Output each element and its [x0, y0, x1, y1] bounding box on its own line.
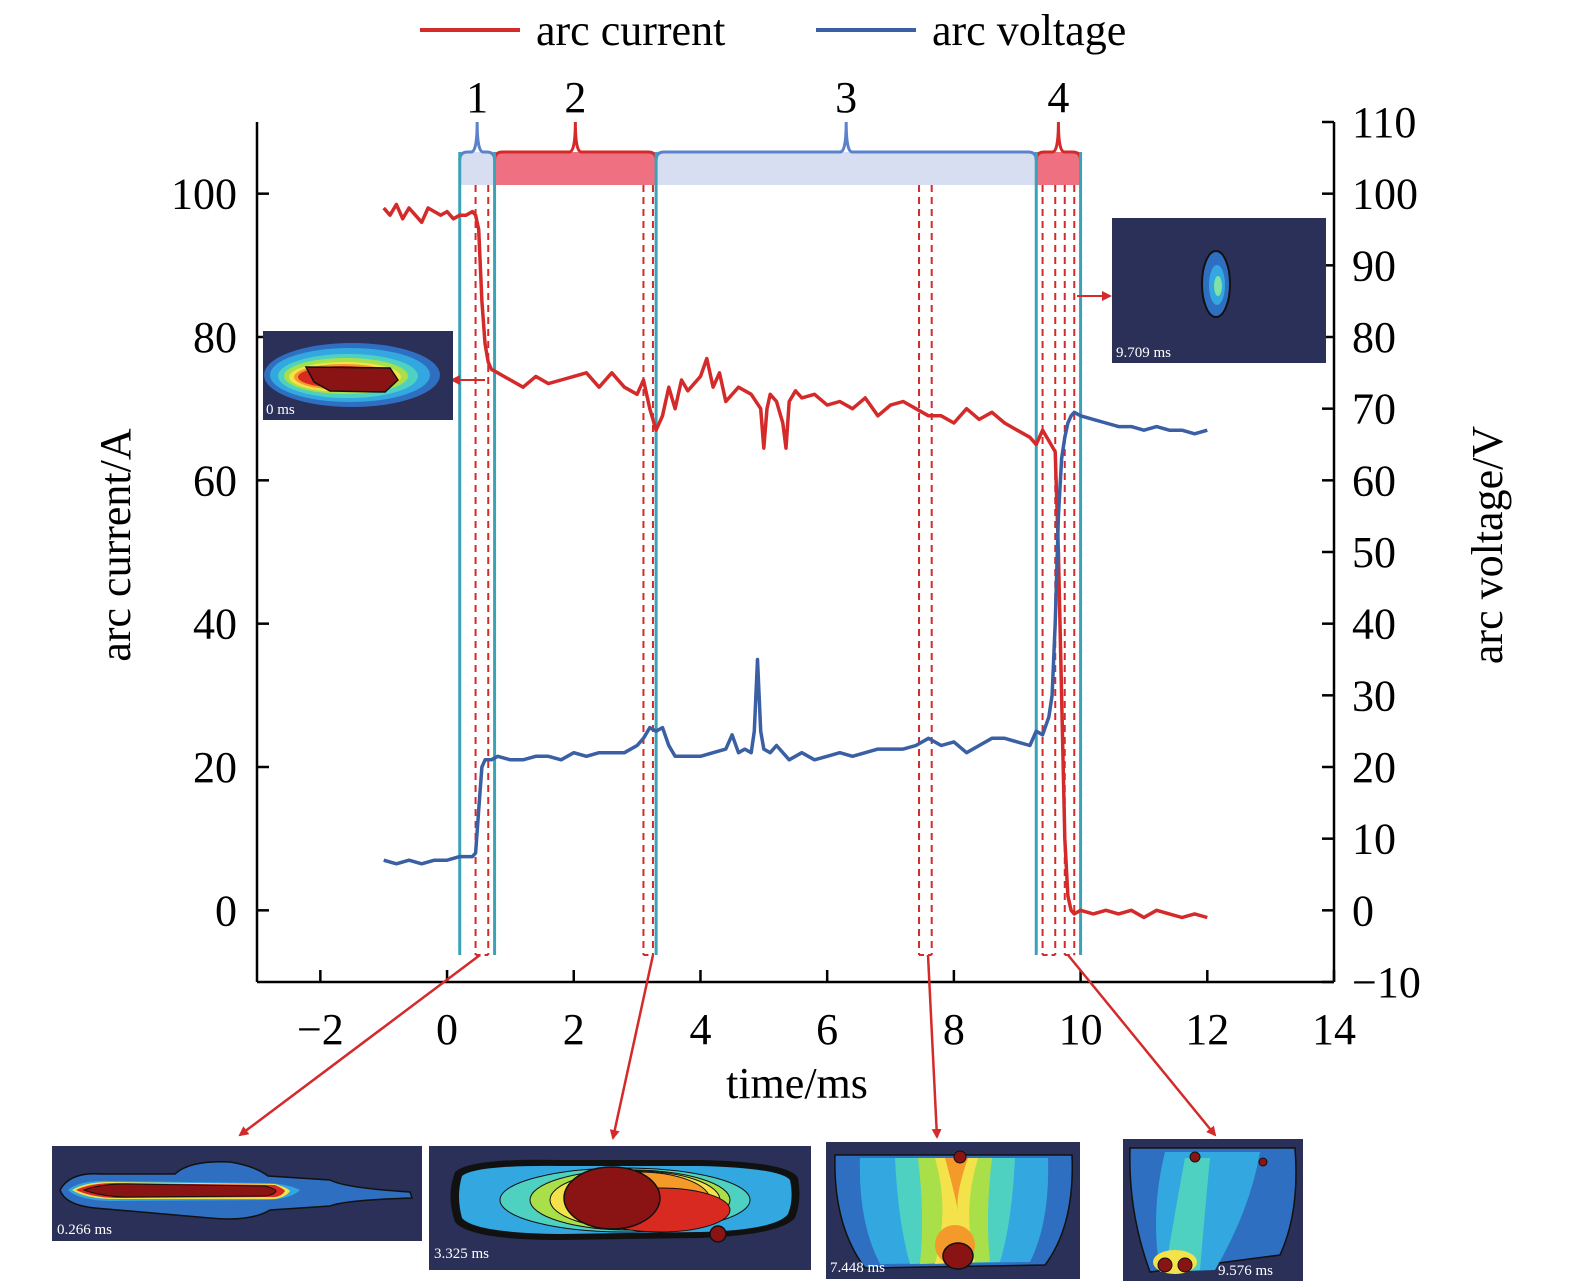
y-right-tick-label: −10 [1352, 958, 1421, 1007]
phase-1-band [459, 152, 495, 185]
phase-brackets: 1 2 3 4 [458, 73, 1083, 185]
x-tick-label: 2 [563, 1005, 585, 1054]
inset-image-7448ms: 7.448 ms [826, 1142, 1080, 1279]
inset-label-9576ms: 9.576 ms [1218, 1263, 1273, 1279]
inset-image-0266ms: 0.266 ms [52, 1146, 422, 1241]
y-right-tick-label: 90 [1352, 241, 1396, 290]
inset-image-0ms: 0 ms [263, 331, 453, 420]
phase-4-bracket [1034, 121, 1083, 161]
x-tick-label: 4 [689, 1005, 711, 1054]
y-left-tick-label: 100 [171, 170, 237, 219]
y-right-tick-label: 10 [1352, 815, 1396, 864]
phase-2-label: 2 [564, 73, 586, 122]
x-tick-label: 14 [1312, 1005, 1356, 1054]
y-left-tick-label: 0 [215, 886, 237, 935]
phase-2-band [494, 152, 657, 185]
y-right-tick-label: 40 [1352, 600, 1396, 649]
legend: arc current arc voltage [420, 6, 1126, 55]
right-axis-label: arc voltage/V [1463, 426, 1512, 664]
arrow-to-9576ms [1067, 954, 1217, 1137]
y-right-tick-label: 70 [1352, 385, 1396, 434]
y-right-tick-label: 0 [1352, 886, 1374, 935]
legend-label-arc-voltage: arc voltage [932, 6, 1126, 55]
series-lines [382, 202, 1208, 920]
x-tick-label: 6 [816, 1005, 838, 1054]
phase-2-bracket [493, 121, 658, 161]
inset-image-9576ms: 9.576 ms [1123, 1139, 1303, 1281]
y-left-tick-label: 40 [193, 600, 237, 649]
y-left-tick-label: 20 [193, 743, 237, 792]
phase-3-bracket [654, 121, 1038, 161]
x-tick-label: 10 [1059, 1005, 1103, 1054]
left-axis-label: arc current/A [91, 428, 140, 662]
y-left-tick-label: 60 [193, 456, 237, 505]
inset-image-3325ms: 3.325 ms [429, 1146, 811, 1270]
inset-label-3325ms: 3.325 ms [434, 1246, 489, 1262]
x-tick-label: 12 [1185, 1005, 1229, 1054]
y-right-tick-label: 50 [1352, 528, 1396, 577]
arrow-to-3325ms [609, 954, 655, 1140]
y-right-tick-label: 110 [1352, 98, 1416, 147]
inset-label-0266ms: 0.266 ms [57, 1222, 112, 1238]
axis-ticks: −2 0 2 4 6 8 10 12 14 0 20 40 60 80 100 −10 0 10 20 30 40 50 6… [171, 98, 1421, 1054]
y-right-tick-label: 60 [1352, 456, 1396, 505]
phase-3-label: 3 [835, 73, 857, 122]
time-markers [458, 152, 1083, 956]
phase-3-band [656, 152, 1037, 185]
inset-pointer-arrows [238, 291, 1217, 1140]
x-tick-label: 0 [436, 1005, 458, 1054]
series-line-arc-current [382, 202, 1208, 920]
y-right-tick-label: 20 [1352, 743, 1396, 792]
phase-1-label: 1 [466, 73, 488, 122]
arrow-to-0266ms [238, 954, 481, 1137]
y-right-tick-label: 80 [1352, 313, 1396, 362]
series-line-arc-voltage [383, 410, 1208, 866]
inset-label-9709ms: 9.709 ms [1116, 345, 1171, 361]
y-right-tick-label: 30 [1352, 671, 1396, 720]
x-axis-label: time/ms [726, 1059, 868, 1108]
x-tick-label: 8 [943, 1005, 965, 1054]
inset-label-0ms: 0 ms [266, 402, 295, 418]
arrow-to-7448ms [926, 954, 942, 1139]
phase-4-label: 4 [1047, 73, 1069, 122]
inset-label-7448ms: 7.448 ms [830, 1260, 885, 1276]
x-tick-label: −2 [297, 1005, 344, 1054]
legend-label-arc-current: arc current [536, 6, 725, 55]
y-left-tick-label: 80 [193, 313, 237, 362]
inset-image-9709ms: 9.709 ms [1112, 218, 1326, 363]
phase-4-band [1036, 152, 1081, 185]
phase-1-bracket [458, 121, 497, 161]
y-right-tick-label: 100 [1352, 170, 1418, 219]
